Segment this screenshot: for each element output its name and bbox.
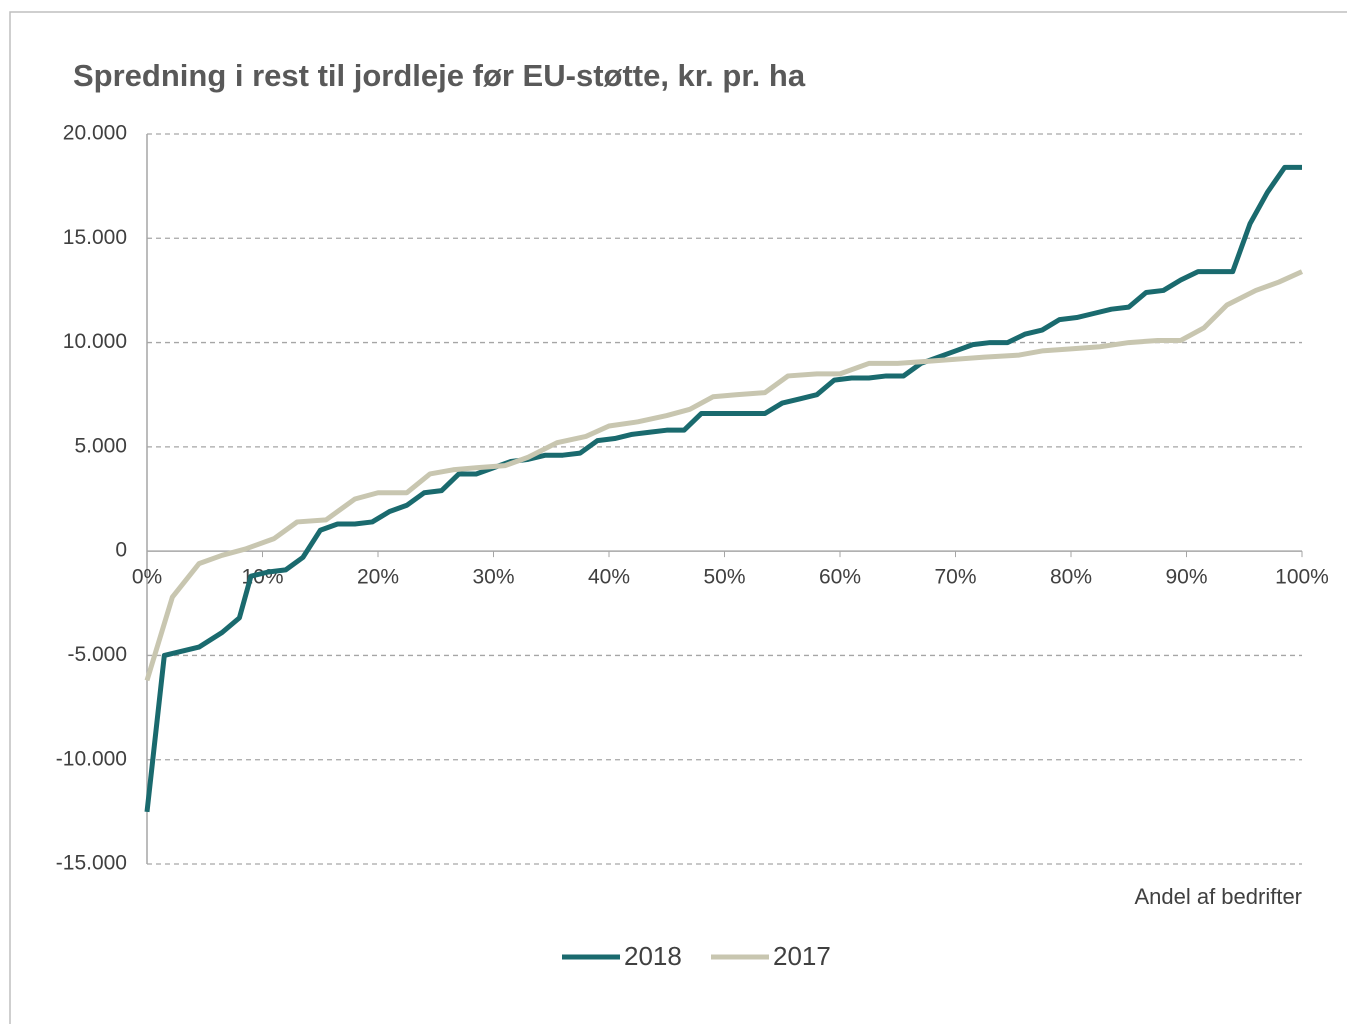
line-series — [144, 164, 1302, 813]
y-tick-label: -5.000 — [67, 643, 127, 666]
chart-title: Spredning i rest til jordleje før EU-stø… — [73, 58, 806, 93]
y-tick-label: -15.000 — [56, 852, 127, 875]
x-tick-label: 30% — [472, 566, 514, 589]
x-tick-label: 50% — [703, 566, 745, 589]
y-tick-label: -10.000 — [56, 747, 127, 770]
line-series — [144, 269, 1304, 682]
x-tick-label: 70% — [934, 566, 976, 589]
x-tick-label: 100% — [1275, 566, 1329, 589]
y-tick-label: 10.000 — [63, 330, 127, 353]
frame — [9, 11, 1347, 1029]
x-tick-label: 90% — [1165, 566, 1207, 589]
y-tick-label: 0 — [115, 539, 127, 562]
x-tick-label: 60% — [819, 566, 861, 589]
x-tick-label: 40% — [588, 566, 630, 589]
x-axis-label: Andel af bedrifter — [1134, 884, 1302, 909]
legend-label: 2017 — [773, 941, 831, 971]
legend-label: 2018 — [624, 941, 682, 971]
y-tick-label: 20.000 — [63, 122, 127, 145]
y-tick-label: 15.000 — [63, 226, 127, 249]
y-tick-label: 5.000 — [74, 434, 127, 457]
x-tick-label: 0% — [132, 566, 162, 589]
x-tick-label: 80% — [1050, 566, 1092, 589]
x-tick-label: 20% — [357, 566, 399, 589]
